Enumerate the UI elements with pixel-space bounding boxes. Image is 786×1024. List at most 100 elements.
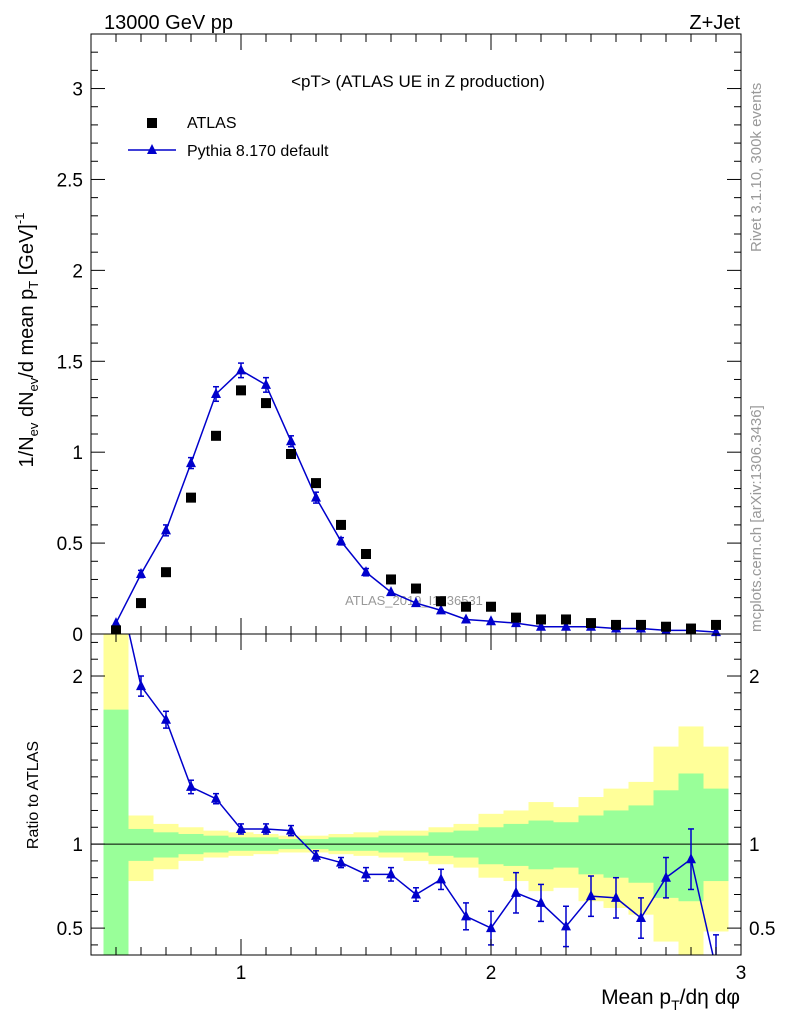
pythia-point <box>486 615 496 626</box>
atlas-point <box>561 614 571 625</box>
xtick-label: 3 <box>736 963 747 984</box>
atlas-point <box>586 618 596 629</box>
legend-marker-atlas <box>147 118 157 128</box>
atlas-point <box>411 583 421 594</box>
atlas-point <box>436 596 446 607</box>
xlabel: Mean pT/dη dφ <box>601 986 740 1013</box>
pythia-point <box>186 457 196 468</box>
atlas-point <box>136 598 146 609</box>
process-label: Z+Jet <box>689 12 740 34</box>
pythia-point <box>286 435 296 446</box>
atlas-point <box>536 614 546 625</box>
main-ytick-label: 3 <box>72 80 83 101</box>
ratio-point <box>186 780 196 791</box>
ratio-ytick-label: 1 <box>72 835 83 856</box>
main-ytick-label: 1 <box>72 443 83 464</box>
ratio-ytick-label: 2 <box>72 667 83 688</box>
ratio-ytick-label-right: 1 <box>749 835 760 856</box>
ratio-point <box>436 873 446 884</box>
plot-title: <pT> (ATLAS UE in Z production) <box>291 72 545 91</box>
ratio-band-green <box>578 815 604 875</box>
ratio-point <box>561 920 571 931</box>
main-ytick-label: 2 <box>72 261 83 282</box>
ratio-point <box>361 868 371 879</box>
ratio-ytick-label-right: 2 <box>749 667 760 688</box>
pythia-point <box>111 617 121 628</box>
main-ytick-label: 0 <box>72 625 83 646</box>
pythia-point <box>461 613 471 624</box>
atlas-point <box>211 430 221 441</box>
pythia-point <box>436 604 446 615</box>
ratio-band-green <box>503 823 529 866</box>
ratio-point <box>461 910 471 921</box>
ratio-band-green <box>553 822 579 868</box>
ratio-panel: 0.5 0.5 1 1 2 2 1 2 3 <box>57 633 775 984</box>
ratio-point <box>511 886 521 897</box>
atlas-point <box>261 398 271 409</box>
atlas-point <box>311 478 321 489</box>
energy-label: 13000 GeV pp <box>104 12 233 34</box>
atlas-point <box>111 625 121 636</box>
atlas-point <box>636 619 646 630</box>
ratio-point <box>411 888 421 899</box>
atlas-point <box>286 449 296 459</box>
legend-label-atlas: ATLAS <box>187 115 237 132</box>
atlas-point <box>486 601 496 612</box>
pythia-point <box>336 535 346 546</box>
ratio-band-green <box>153 832 179 858</box>
atlas-point <box>236 385 246 396</box>
ratio-point <box>211 792 221 803</box>
ratio-band-green <box>528 820 554 870</box>
pythia-point <box>261 378 271 389</box>
atlas-point <box>611 619 621 630</box>
legend-label-pythia: Pythia 8.170 default <box>187 143 329 160</box>
atlas-point <box>386 574 396 585</box>
ratio-point <box>486 922 496 933</box>
ratio-point <box>386 868 396 879</box>
ratio-point <box>611 891 621 902</box>
main-panel: 0 0.5 1 1.5 2 2.5 3 <box>57 33 742 646</box>
pythia-point <box>211 388 221 398</box>
ratio-band-green <box>703 788 729 882</box>
ratio-point <box>336 856 346 867</box>
ratio-content <box>91 634 741 955</box>
atlas-point <box>336 519 346 530</box>
legend: ATLAS Pythia 8.170 default <box>128 115 329 160</box>
side-label-top: Rivet 3.1.10, 300k events <box>748 83 765 252</box>
atlas-point <box>461 601 471 612</box>
pythia-point <box>311 491 321 502</box>
ratio-point <box>236 822 246 833</box>
atlas-point <box>511 612 521 623</box>
ratio-point <box>661 871 671 882</box>
ratio-band-green <box>128 828 154 861</box>
ratio-point <box>686 853 696 864</box>
main-ytick-label: 1.5 <box>57 352 83 373</box>
pythia-point <box>536 620 546 631</box>
pythia-point <box>561 620 571 631</box>
pythia-point <box>411 597 421 608</box>
ratio-band-green <box>103 709 129 955</box>
ratio-ytick-label: 0.5 <box>57 919 83 940</box>
ratio-ylabel: Ratio to ATLAS <box>25 741 42 849</box>
pythia-point <box>136 568 146 578</box>
svg-text:Mean pT/dη dφ: Mean pT/dη dφ <box>601 986 740 1013</box>
legend-marker-pythia <box>147 144 157 154</box>
main-ytick-label: 2.5 <box>57 170 83 191</box>
ratio-frame <box>90 633 742 956</box>
ratio-point <box>586 890 596 901</box>
ratio-point <box>161 713 171 724</box>
xtick-label: 2 <box>486 963 497 984</box>
analysis-watermark: ATLAS_2019_I1736531 <box>345 593 483 608</box>
ratio-band-green <box>478 827 504 865</box>
pythia-point <box>386 586 396 597</box>
xtick-label: 1 <box>236 963 247 984</box>
atlas-point <box>711 619 721 630</box>
ratio-point <box>536 896 546 907</box>
ratio-ytick-label-right: 0.5 <box>749 919 775 940</box>
atlas-point <box>161 567 171 578</box>
svg-text:1/Nev dNev/d mean pT [GeV]-1: 1/Nev dNev/d mean pT [GeV]-1 <box>12 213 41 468</box>
pythia-point <box>361 566 371 577</box>
main-ytick-label: 0.5 <box>57 534 83 555</box>
ratio-point <box>136 680 146 691</box>
